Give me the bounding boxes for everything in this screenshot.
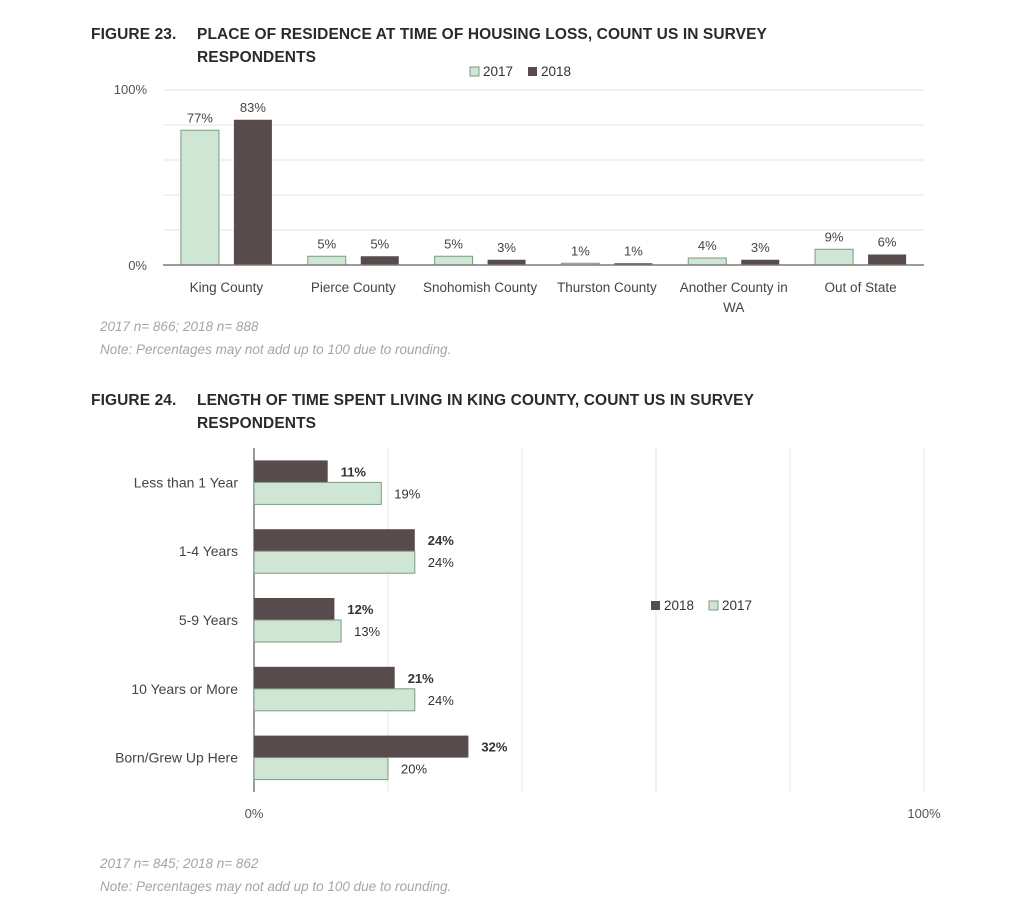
- data-label: 5%: [317, 236, 336, 251]
- x-tick-label: 0%: [245, 806, 264, 821]
- y-tick-label: 5-9 Years: [179, 612, 238, 628]
- figure-24-number: FIGURE 24.: [91, 392, 177, 409]
- figure-23-note: Note: Percentages may not add up to 100 …: [100, 342, 452, 357]
- y-tick-label: Less than 1 Year: [134, 474, 239, 490]
- legend-label-2018: 2018: [664, 598, 694, 613]
- bar-2018: [360, 256, 399, 265]
- legend-label-2017: 2017: [483, 64, 513, 79]
- bar-2017: [814, 248, 854, 266]
- data-label: 32%: [481, 740, 507, 755]
- legend-swatch-2017: [469, 66, 480, 77]
- bar-2017: [253, 550, 416, 574]
- figure-24-title-text: LENGTH OF TIME SPENT LIVING IN KING COUN…: [197, 392, 754, 432]
- data-label: 77%: [187, 110, 213, 125]
- bar-2017: [434, 255, 474, 266]
- bar-2017: [253, 481, 382, 505]
- figure-23-chart: 100% 0% 2017 2018 77% 83% King County 5% 5% Pierc…: [114, 64, 924, 315]
- data-label: 24%: [428, 533, 454, 548]
- y-tick-label: 10 Years or More: [131, 681, 238, 697]
- data-label: 20%: [401, 762, 427, 777]
- x-tick-label: 100%: [907, 806, 941, 821]
- data-label: 3%: [751, 240, 770, 255]
- bar-2018: [254, 735, 469, 758]
- bar-2018: [487, 259, 526, 265]
- x-tick-label: Another County in: [680, 280, 788, 295]
- figure-24-chart: 0% 100% Less than 1 Year 11% 19% 1-4 Years 24%…: [115, 448, 941, 821]
- bar-2017: [687, 257, 727, 266]
- x-tick-label: King County: [190, 280, 264, 295]
- figure-23-sample-size: 2017 n= 866; 2018 n= 888: [100, 319, 259, 334]
- legend-label-2018: 2018: [541, 64, 571, 79]
- data-label: 83%: [240, 100, 266, 115]
- data-label: 11%: [341, 464, 367, 479]
- data-label: 1%: [624, 243, 643, 258]
- data-label: 6%: [878, 235, 897, 250]
- y-tick-label: 0%: [128, 258, 147, 273]
- data-label: 3%: [497, 240, 516, 255]
- legend-label-2017: 2017: [722, 598, 752, 613]
- data-label: 1%: [571, 243, 590, 258]
- data-label: 19%: [394, 486, 420, 501]
- legend-swatch-2018: [651, 601, 660, 610]
- bar-2018: [254, 460, 328, 483]
- bar-2018: [233, 119, 272, 265]
- data-label: 13%: [354, 624, 380, 639]
- bar-2017: [180, 129, 220, 266]
- x-tick-label: WA: [723, 300, 744, 315]
- data-label: 24%: [428, 693, 454, 708]
- bar-2018: [254, 529, 415, 552]
- figure-23-title-text: PLACE OF RESIDENCE AT TIME OF HOUSING LO…: [197, 26, 767, 66]
- bar-2017: [307, 255, 347, 266]
- legend-swatch-2017: [708, 600, 719, 611]
- figure-24-note: Note: Percentages may not add up to 100 …: [100, 879, 452, 894]
- figure-24-sample-size: 2017 n= 845; 2018 n= 862: [100, 856, 259, 871]
- bar-2018: [741, 259, 780, 265]
- bar-2018: [254, 666, 395, 689]
- data-label: 9%: [825, 229, 844, 244]
- y-tick-label: Born/Grew Up Here: [115, 750, 238, 766]
- bar-2018: [868, 254, 907, 265]
- data-label: 5%: [370, 236, 389, 251]
- data-label: 24%: [428, 555, 454, 570]
- data-label: 4%: [698, 238, 717, 253]
- data-label: 21%: [408, 671, 434, 686]
- x-tick-label: Pierce County: [311, 280, 396, 295]
- bar-2018: [614, 263, 653, 265]
- figure-23-number: FIGURE 23.: [91, 26, 177, 43]
- bar-2017: [253, 757, 389, 781]
- data-label: 12%: [347, 602, 373, 617]
- data-label: 5%: [444, 236, 463, 251]
- x-tick-label: Thurston County: [557, 280, 657, 295]
- legend-swatch-2018: [528, 67, 537, 76]
- bar-2017: [253, 688, 416, 712]
- x-tick-label: Out of State: [825, 280, 897, 295]
- x-tick-label: Snohomish County: [423, 280, 537, 295]
- y-tick-label: 100%: [114, 82, 148, 97]
- y-tick-label: 1-4 Years: [179, 543, 238, 559]
- bar-2018: [254, 598, 335, 620]
- bar-2017: [253, 619, 342, 643]
